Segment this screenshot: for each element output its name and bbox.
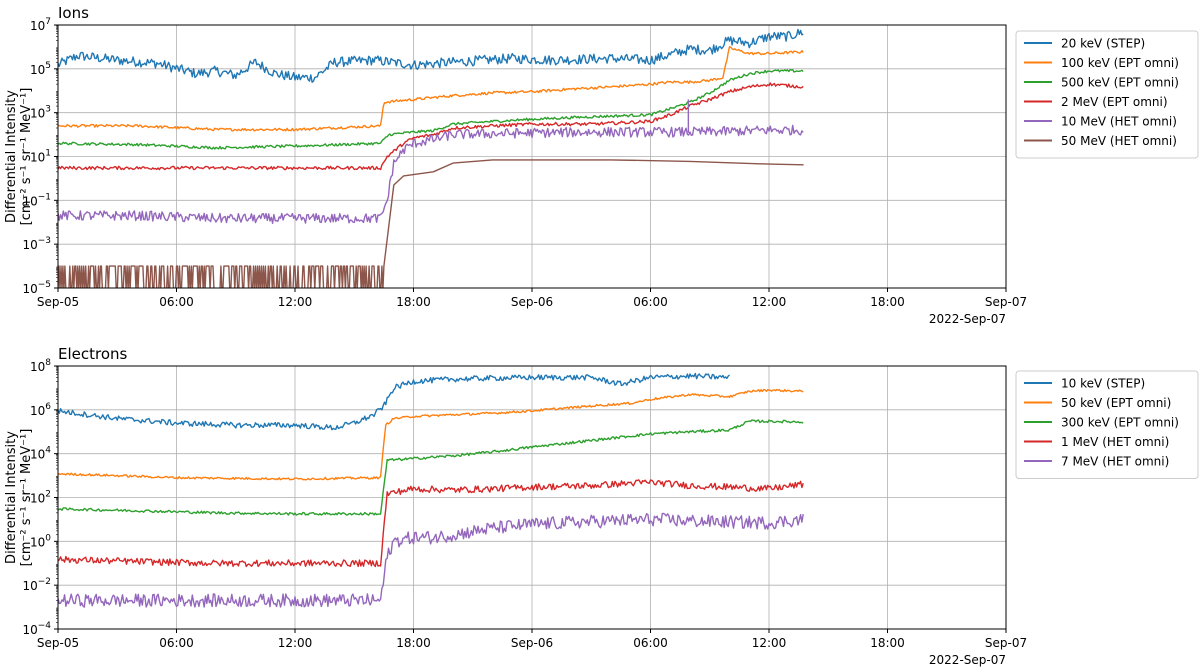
panel-electrons: Sep-05 06:00 12:00 18:00 Sep-06 06:00 12:00 18:… [4,345,1199,667]
y-tick-label: 102 [30,490,51,506]
legend-label: 50 MeV (HET omni) [1061,134,1177,148]
x-tick-label: 06:00 [633,295,668,309]
legend: 20 keV (STEP) 100 keV (EPT omni) 500 keV (… [1015,30,1199,159]
legend-box [1015,30,1199,159]
x-tick-label: 06:00 [633,636,668,650]
y-tick-label: 104 [30,446,51,462]
legend: 10 keV (STEP) 50 keV (EPT omni) 300 keV (E… [1015,370,1199,479]
series-line-3 [58,479,804,568]
y-axis-label: Differential Intensity [4,90,19,223]
x-axis-date-label: 2022-Sep-07 [929,653,1006,667]
series-line-2 [58,419,804,516]
series-line-0 [58,28,804,83]
series-line-0 [58,372,730,431]
x-tick-label: 18:00 [396,636,431,650]
y-tick-label: 10−5 [22,280,51,296]
y-tick-label: 10−4 [22,621,51,637]
legend-box [1015,370,1199,479]
x-tick-label: 12:00 [752,295,787,309]
x-tick-label: Sep-06 [511,636,553,650]
legend-label: 20 keV (STEP) [1061,37,1145,51]
series-line-5 [58,159,804,288]
y-tick-label: 10−3 [22,236,51,252]
x-tick-label: 12:00 [752,636,787,650]
series-line-4 [58,512,804,608]
legend-label: 100 keV (EPT omni) [1061,56,1179,70]
x-tick-label: Sep-07 [985,295,1027,309]
x-axis-date-label: 2022-Sep-07 [929,312,1006,326]
y-tick-label: 101 [30,149,51,165]
panel-title: Ions [58,4,89,22]
x-tick-label: Sep-05 [37,295,79,309]
plot-area [58,28,804,288]
panel-ions: Sep-05 06:00 12:00 18:00 Sep-06 06:00 12:00 18:… [4,4,1199,326]
series-line-2 [58,69,804,150]
legend-label: 7 MeV (HET omni) [1061,455,1169,469]
series-line-1 [58,46,804,132]
y-tick-label: 105 [30,61,51,77]
x-tick-label: Sep-05 [37,636,79,650]
x-tick-label: 18:00 [870,295,905,309]
legend-label: 10 keV (STEP) [1061,377,1145,391]
x-tick-label: 12:00 [278,636,313,650]
y-tick-label: 107 [30,17,51,33]
x-tick-label: 06:00 [159,295,194,309]
x-tick-label: Sep-06 [511,295,553,309]
x-tick-label: 18:00 [870,636,905,650]
y-tick-label: 100 [30,533,51,549]
y-tick-label: 103 [30,105,51,121]
y-axis-units: [cm⁻² s⁻¹ sr⁻¹ MeV⁻¹] [19,429,34,567]
legend-label: 2 MeV (EPT omni) [1061,95,1168,109]
plot-area [58,372,804,608]
x-tick-label: 06:00 [159,636,194,650]
series-line-4 [58,124,804,224]
y-tick-label: 10−2 [22,577,51,593]
series-line-1 [58,388,804,481]
y-axis-label: Differential Intensity [4,431,19,564]
x-tick-label: 12:00 [278,295,313,309]
legend-label: 1 MeV (HET omni) [1061,435,1169,449]
y-tick-label: 106 [30,402,51,418]
legend-label: 300 keV (EPT omni) [1061,416,1179,430]
y-tick-label: 10−1 [22,192,51,208]
y-tick-label: 108 [30,358,51,374]
x-tick-label: Sep-07 [985,636,1027,650]
legend-label: 10 MeV (HET omni) [1061,115,1177,129]
y-axis-units: [cm⁻² s⁻¹ sr⁻¹ MeV⁻¹] [19,88,34,226]
panel-title: Electrons [58,345,128,363]
legend-label: 500 keV (EPT omni) [1061,76,1179,90]
legend-label: 50 keV (EPT omni) [1061,396,1171,410]
x-tick-label: 18:00 [396,295,431,309]
